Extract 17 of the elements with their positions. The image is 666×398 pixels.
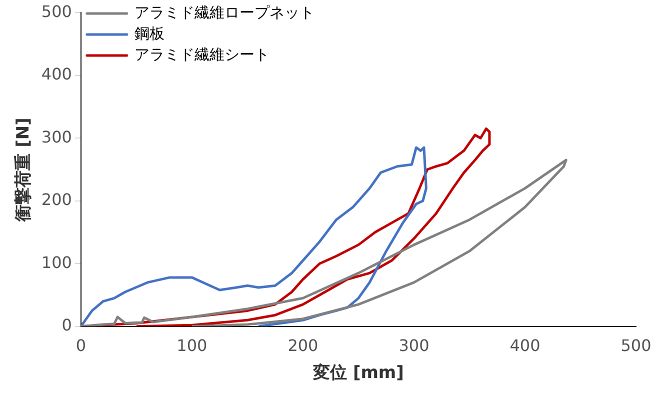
y-tick-label: 300 <box>41 127 72 146</box>
y-tick-label: 400 <box>41 64 72 84</box>
y-tick-label: 0 <box>62 316 72 335</box>
y-tick-label: 500 <box>41 2 72 21</box>
x-tick-label: 400 <box>510 336 540 356</box>
y-tick-label: 200 <box>41 190 72 210</box>
y-axis-title: 衝撃荷重 [N] <box>14 118 34 222</box>
legend-label: アラミド繊維ロープネット <box>134 3 314 22</box>
x-tick-label: 200 <box>288 336 318 356</box>
x-axis-title: 変位 [mm] <box>312 363 404 384</box>
legend-label: アラミド繊維シート <box>134 45 270 64</box>
x-tick-label: 500 <box>620 336 652 356</box>
x-tick-label: 100 <box>176 336 208 356</box>
x-tick-label: 0 <box>76 336 86 356</box>
y-tick-label: 100 <box>41 252 72 272</box>
legend-label: 鋼板 <box>134 24 164 42</box>
x-tick-label: 300 <box>398 336 430 356</box>
